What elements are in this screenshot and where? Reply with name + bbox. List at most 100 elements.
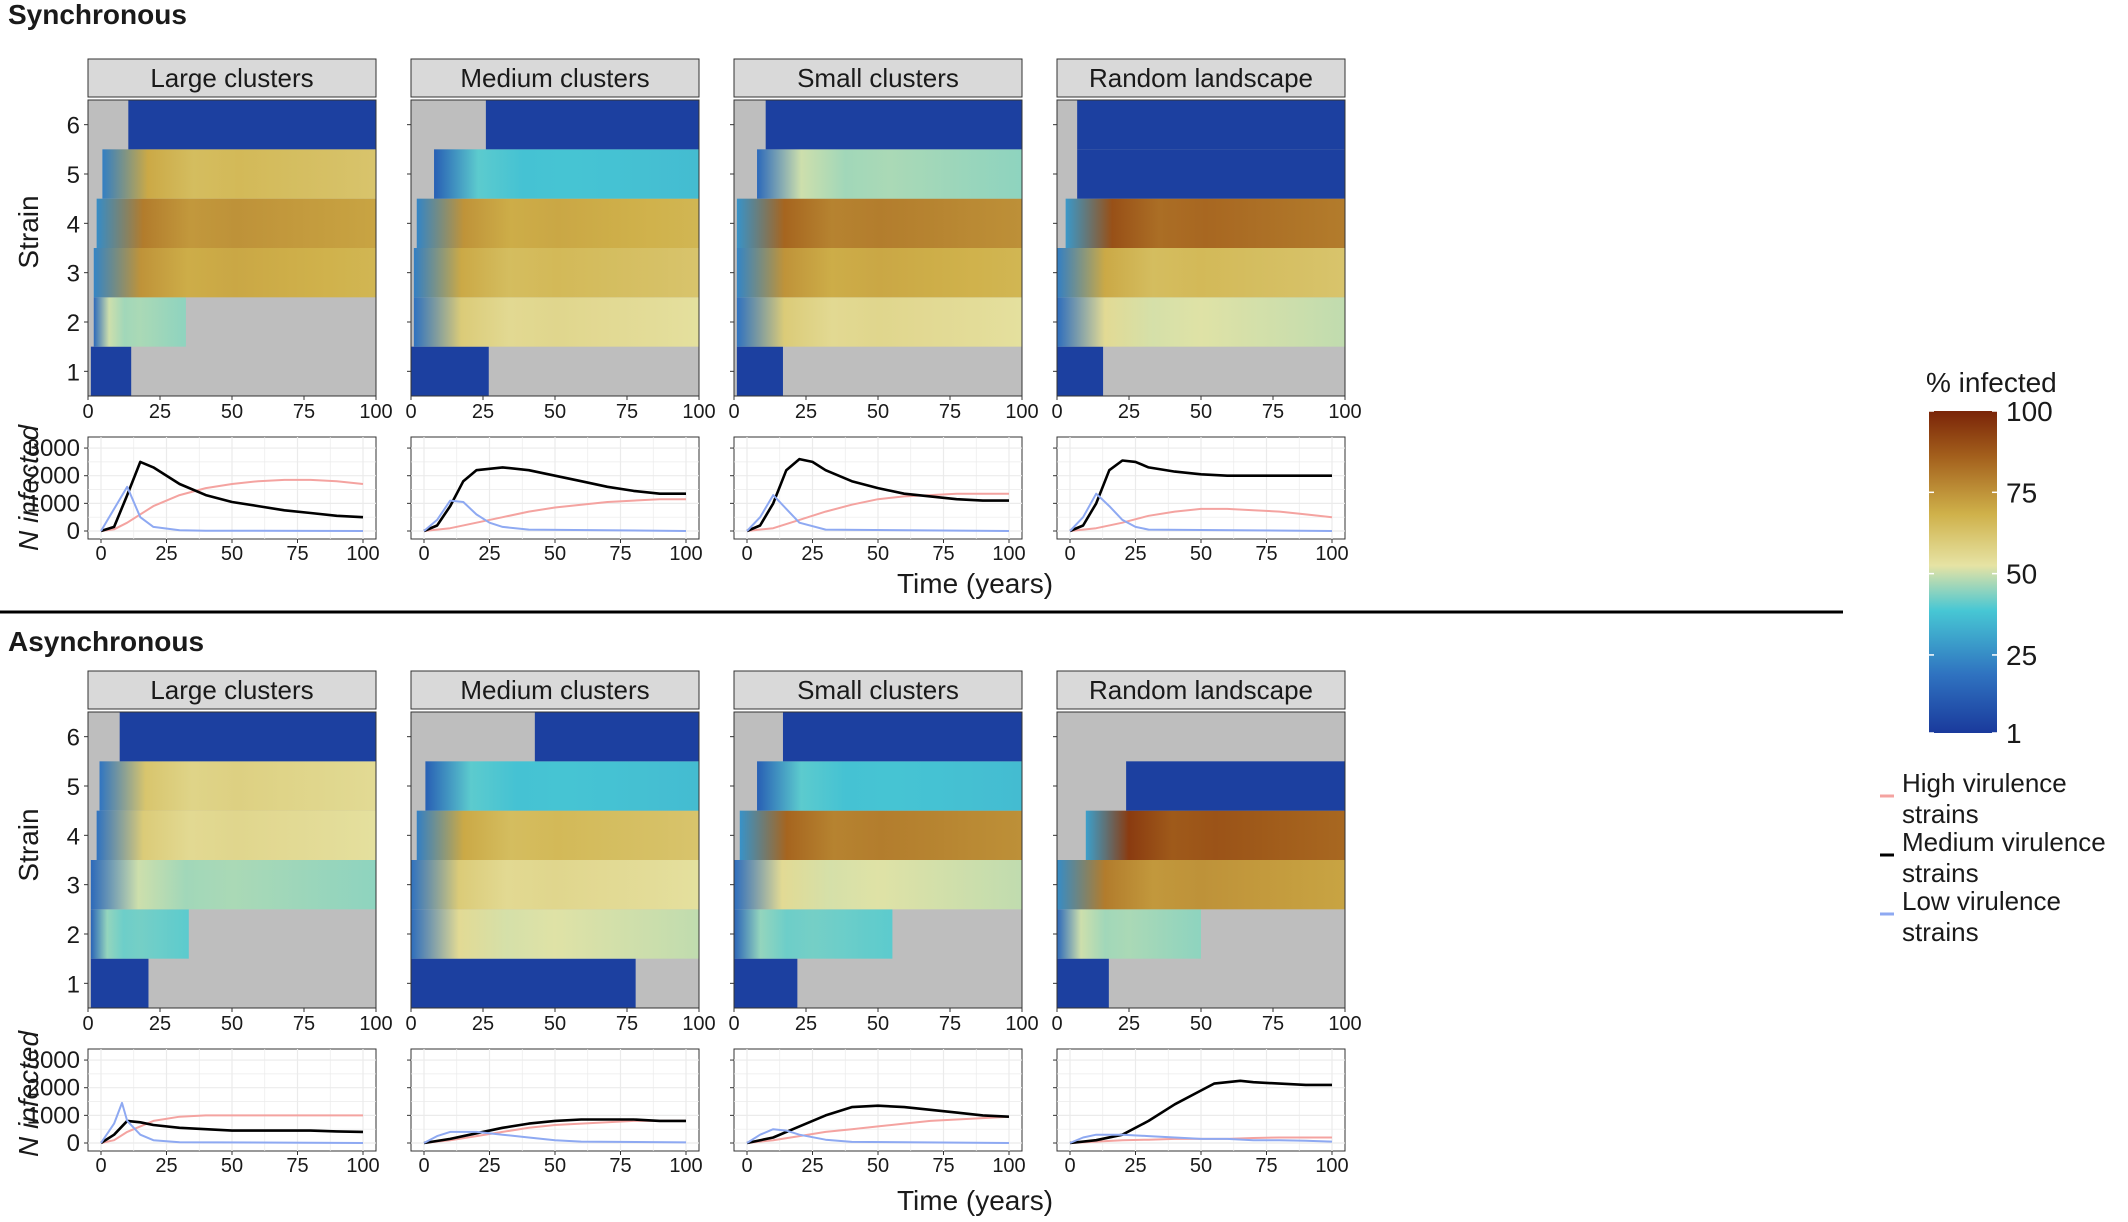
- heatmap-frame: [1056, 99, 1346, 397]
- lineplot-x-tick-25: 25: [155, 1155, 177, 1177]
- lineplot-y-tick-1000: 1000: [27, 1102, 80, 1129]
- heatmap-row-strain-2: [1057, 297, 1345, 347]
- series-line-medium: [746, 1104, 1010, 1145]
- heatmap-x-tick-25: 25: [149, 401, 171, 423]
- heatmap-x-tick-25: 25: [795, 1013, 817, 1035]
- lineplot-x-tick-100: 100: [992, 1155, 1025, 1177]
- heatmap-x-tick-0: 0: [82, 401, 93, 423]
- legend-label-medium-2: strains: [1902, 858, 1979, 888]
- heatmap-row-strain-3: [413, 248, 699, 298]
- colorbar-tick-100: 100: [2006, 396, 2053, 427]
- heatmap-row-strain-3: [90, 860, 376, 910]
- colorbar-tick-50: 50: [2006, 559, 2037, 590]
- lineplot-x-tick-0: 0: [95, 1155, 106, 1177]
- panel-synchronous-small-clusters: Small clusters 0 25 50 75 100 0 25 50 75 100: [728, 58, 1039, 565]
- heatmap-row-strain-1: [90, 958, 149, 1008]
- series-line-high: [746, 1115, 1010, 1144]
- heatmap-y-tick-5: 5: [67, 162, 80, 189]
- heatmap-row-strain-2: [411, 909, 699, 959]
- section-title-synchronous: Synchronous: [8, 0, 187, 30]
- heatmap-y-tick-5: 5: [67, 774, 80, 801]
- lineplot-x-tick-50: 50: [544, 543, 566, 565]
- heatmap-x-tick-0: 0: [728, 401, 739, 423]
- lineplot-x-tick-25: 25: [478, 1155, 500, 1177]
- series-line-low: [1069, 1133, 1333, 1144]
- legend-item-high: High virulence strains: [1880, 768, 2067, 829]
- series-line-low: [423, 1130, 687, 1144]
- lineplot-x-tick-50: 50: [1190, 1155, 1212, 1177]
- lineplot-x-tick-0: 0: [741, 543, 752, 565]
- heatmap-row-strain-1: [1057, 958, 1109, 1008]
- colorbar-tick-75: 75: [2006, 477, 2037, 508]
- colorbar-gradient: [1929, 411, 1997, 733]
- n-infected-axis-label-sync: N infected: [13, 424, 44, 551]
- heatmap-row-strain-3: [734, 860, 1022, 910]
- facet-strip: [410, 670, 700, 710]
- heatmap-y-tick-2: 2: [67, 922, 80, 949]
- lineplot-y-tick-3000: 3000: [27, 435, 80, 462]
- heatmap-frame: [87, 99, 377, 397]
- heatmap-frame: [1056, 711, 1346, 1009]
- series-line-medium: [1069, 459, 1332, 533]
- lineplot-x-tick-50: 50: [867, 1155, 889, 1177]
- heatmap-row-strain-2: [734, 909, 893, 959]
- heatmap-y-tick-1: 1: [67, 359, 80, 386]
- series-line-low: [100, 485, 364, 532]
- lineplot-x-tick-75: 75: [286, 1155, 308, 1177]
- series-line-low: [100, 1101, 364, 1144]
- heatmap-row-strain-3: [93, 248, 376, 298]
- panel-asynchronous-small-clusters: Small clusters 0 25 50 75 100 0 25 50 75 100: [728, 670, 1039, 1177]
- facet-strip: [1056, 670, 1346, 710]
- series-line-high: [746, 492, 1009, 532]
- lineplot-x-tick-50: 50: [221, 543, 243, 565]
- heatmap-row-strain-1: [411, 346, 489, 396]
- lineplot-x-tick-50: 50: [221, 1155, 243, 1177]
- heatmap-y-tick-6: 6: [67, 725, 80, 752]
- facet-strip: [733, 58, 1023, 98]
- heatmap-x-tick-25: 25: [149, 1013, 171, 1035]
- facet-strip: [733, 670, 1023, 710]
- legend-label-low-1: Low virulence: [1902, 886, 2061, 916]
- n-infected-axis-label-async: N infected: [13, 1030, 44, 1157]
- heatmap-row-strain-4: [96, 198, 376, 248]
- heatmap-row-strain-4: [739, 810, 1022, 860]
- heatmap-y-tick-2: 2: [67, 310, 80, 337]
- heatmap-frame: [410, 99, 700, 397]
- facet-title: Large clusters: [150, 63, 313, 93]
- lineplot-x-tick-100: 100: [669, 1155, 702, 1177]
- lineplot-x-tick-50: 50: [1190, 543, 1212, 565]
- lineplot-x-tick-100: 100: [992, 543, 1025, 565]
- series-line-medium: [423, 466, 686, 533]
- legend-label-high-2: strains: [1902, 799, 1979, 829]
- heatmap-x-tick-75: 75: [293, 1013, 315, 1035]
- heatmap-y-tick-3: 3: [67, 873, 80, 900]
- heatmap-x-tick-50: 50: [221, 1013, 243, 1035]
- lineplot-y-tick-0: 0: [67, 518, 80, 545]
- heatmap-x-tick-0: 0: [728, 1013, 739, 1035]
- colorbar-tick-25: 25: [2006, 640, 2037, 671]
- facet-strip: [87, 670, 377, 710]
- heatmap-x-tick-0: 0: [1051, 1013, 1062, 1035]
- facet-title: Medium clusters: [460, 675, 649, 705]
- heatmap-row-strain-5: [757, 761, 1022, 811]
- heatmap-row-strain-5: [102, 149, 377, 199]
- facet-title: Small clusters: [797, 675, 959, 705]
- heatmap-row-strain-5: [1126, 761, 1345, 811]
- lineplot-x-tick-100: 100: [346, 543, 379, 565]
- series-line-medium: [100, 460, 364, 533]
- legend-label-medium-1: Medium virulence: [1902, 827, 2106, 857]
- lineplot-y-tick-2000: 2000: [27, 1075, 80, 1102]
- heatmap-row-strain-3: [1057, 248, 1345, 298]
- series-line-high: [100, 478, 364, 532]
- lineplot-x-tick-25: 25: [801, 1155, 823, 1177]
- heatmap-frame: [733, 99, 1023, 397]
- lineplot-x-tick-75: 75: [932, 543, 954, 565]
- lineplot-x-tick-25: 25: [1124, 1155, 1146, 1177]
- heatmap-x-tick-25: 25: [1118, 401, 1140, 423]
- panel-asynchronous-random-landscape: Random landscape 0 25 50 75 100 0 25 50 75 100: [1051, 670, 1362, 1177]
- time-axis-label-sync: Time (years): [897, 568, 1053, 599]
- colorbar-ticks: 1 25 50 75 100: [1929, 396, 2053, 749]
- heatmap-row-strain-6: [534, 712, 699, 762]
